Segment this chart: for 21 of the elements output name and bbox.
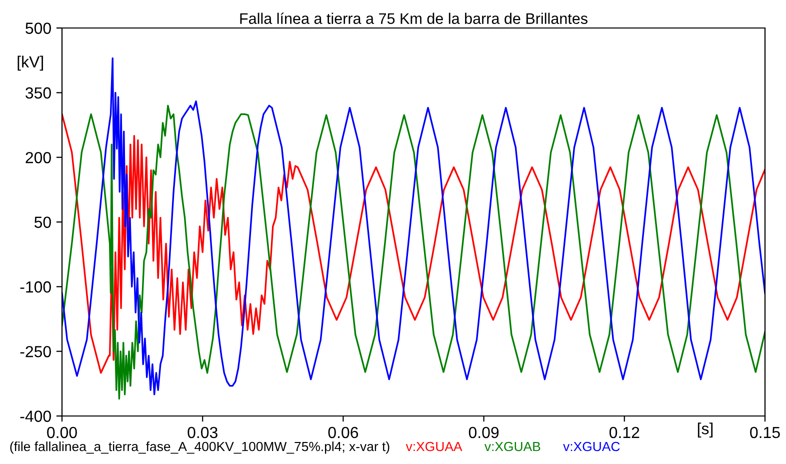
- y-axis-title: [kV]: [18, 56, 43, 71]
- text: v:XGUAA: [406, 442, 462, 452]
- y-tick-label: -100: [20, 281, 51, 293]
- text: v:XGUAB: [484, 442, 540, 452]
- x-tick-label: 0.00: [47, 426, 77, 438]
- y-tick-label: -400: [20, 410, 51, 422]
- text: v:XGUAC: [563, 442, 620, 452]
- x-axis-title: [s]: [698, 422, 713, 438]
- chart-title: Falla línea a tierra a 75 Km de la barra de Brillantes: [240, 12, 588, 24]
- y-tick-label: -250: [20, 346, 51, 358]
- y-tick-label: 200: [26, 152, 51, 164]
- x-tick-label: 0.06: [328, 426, 358, 438]
- y-tick-label: 50: [34, 216, 51, 228]
- y-tick-label: 500: [26, 22, 51, 34]
- text: (file fallalinea_a_tierra_fase_A_400KV_100MW_75%.pl4; x-var t): [10, 441, 390, 454]
- y-tick-label: 350: [26, 87, 51, 99]
- x-tick-label: 0.12: [609, 426, 640, 438]
- x-tick-label: 0.15: [750, 426, 780, 438]
- line-series: [62, 57, 765, 396]
- x-tick-label: 0.03: [188, 426, 218, 438]
- x-tick-label: 0.09: [468, 426, 499, 438]
